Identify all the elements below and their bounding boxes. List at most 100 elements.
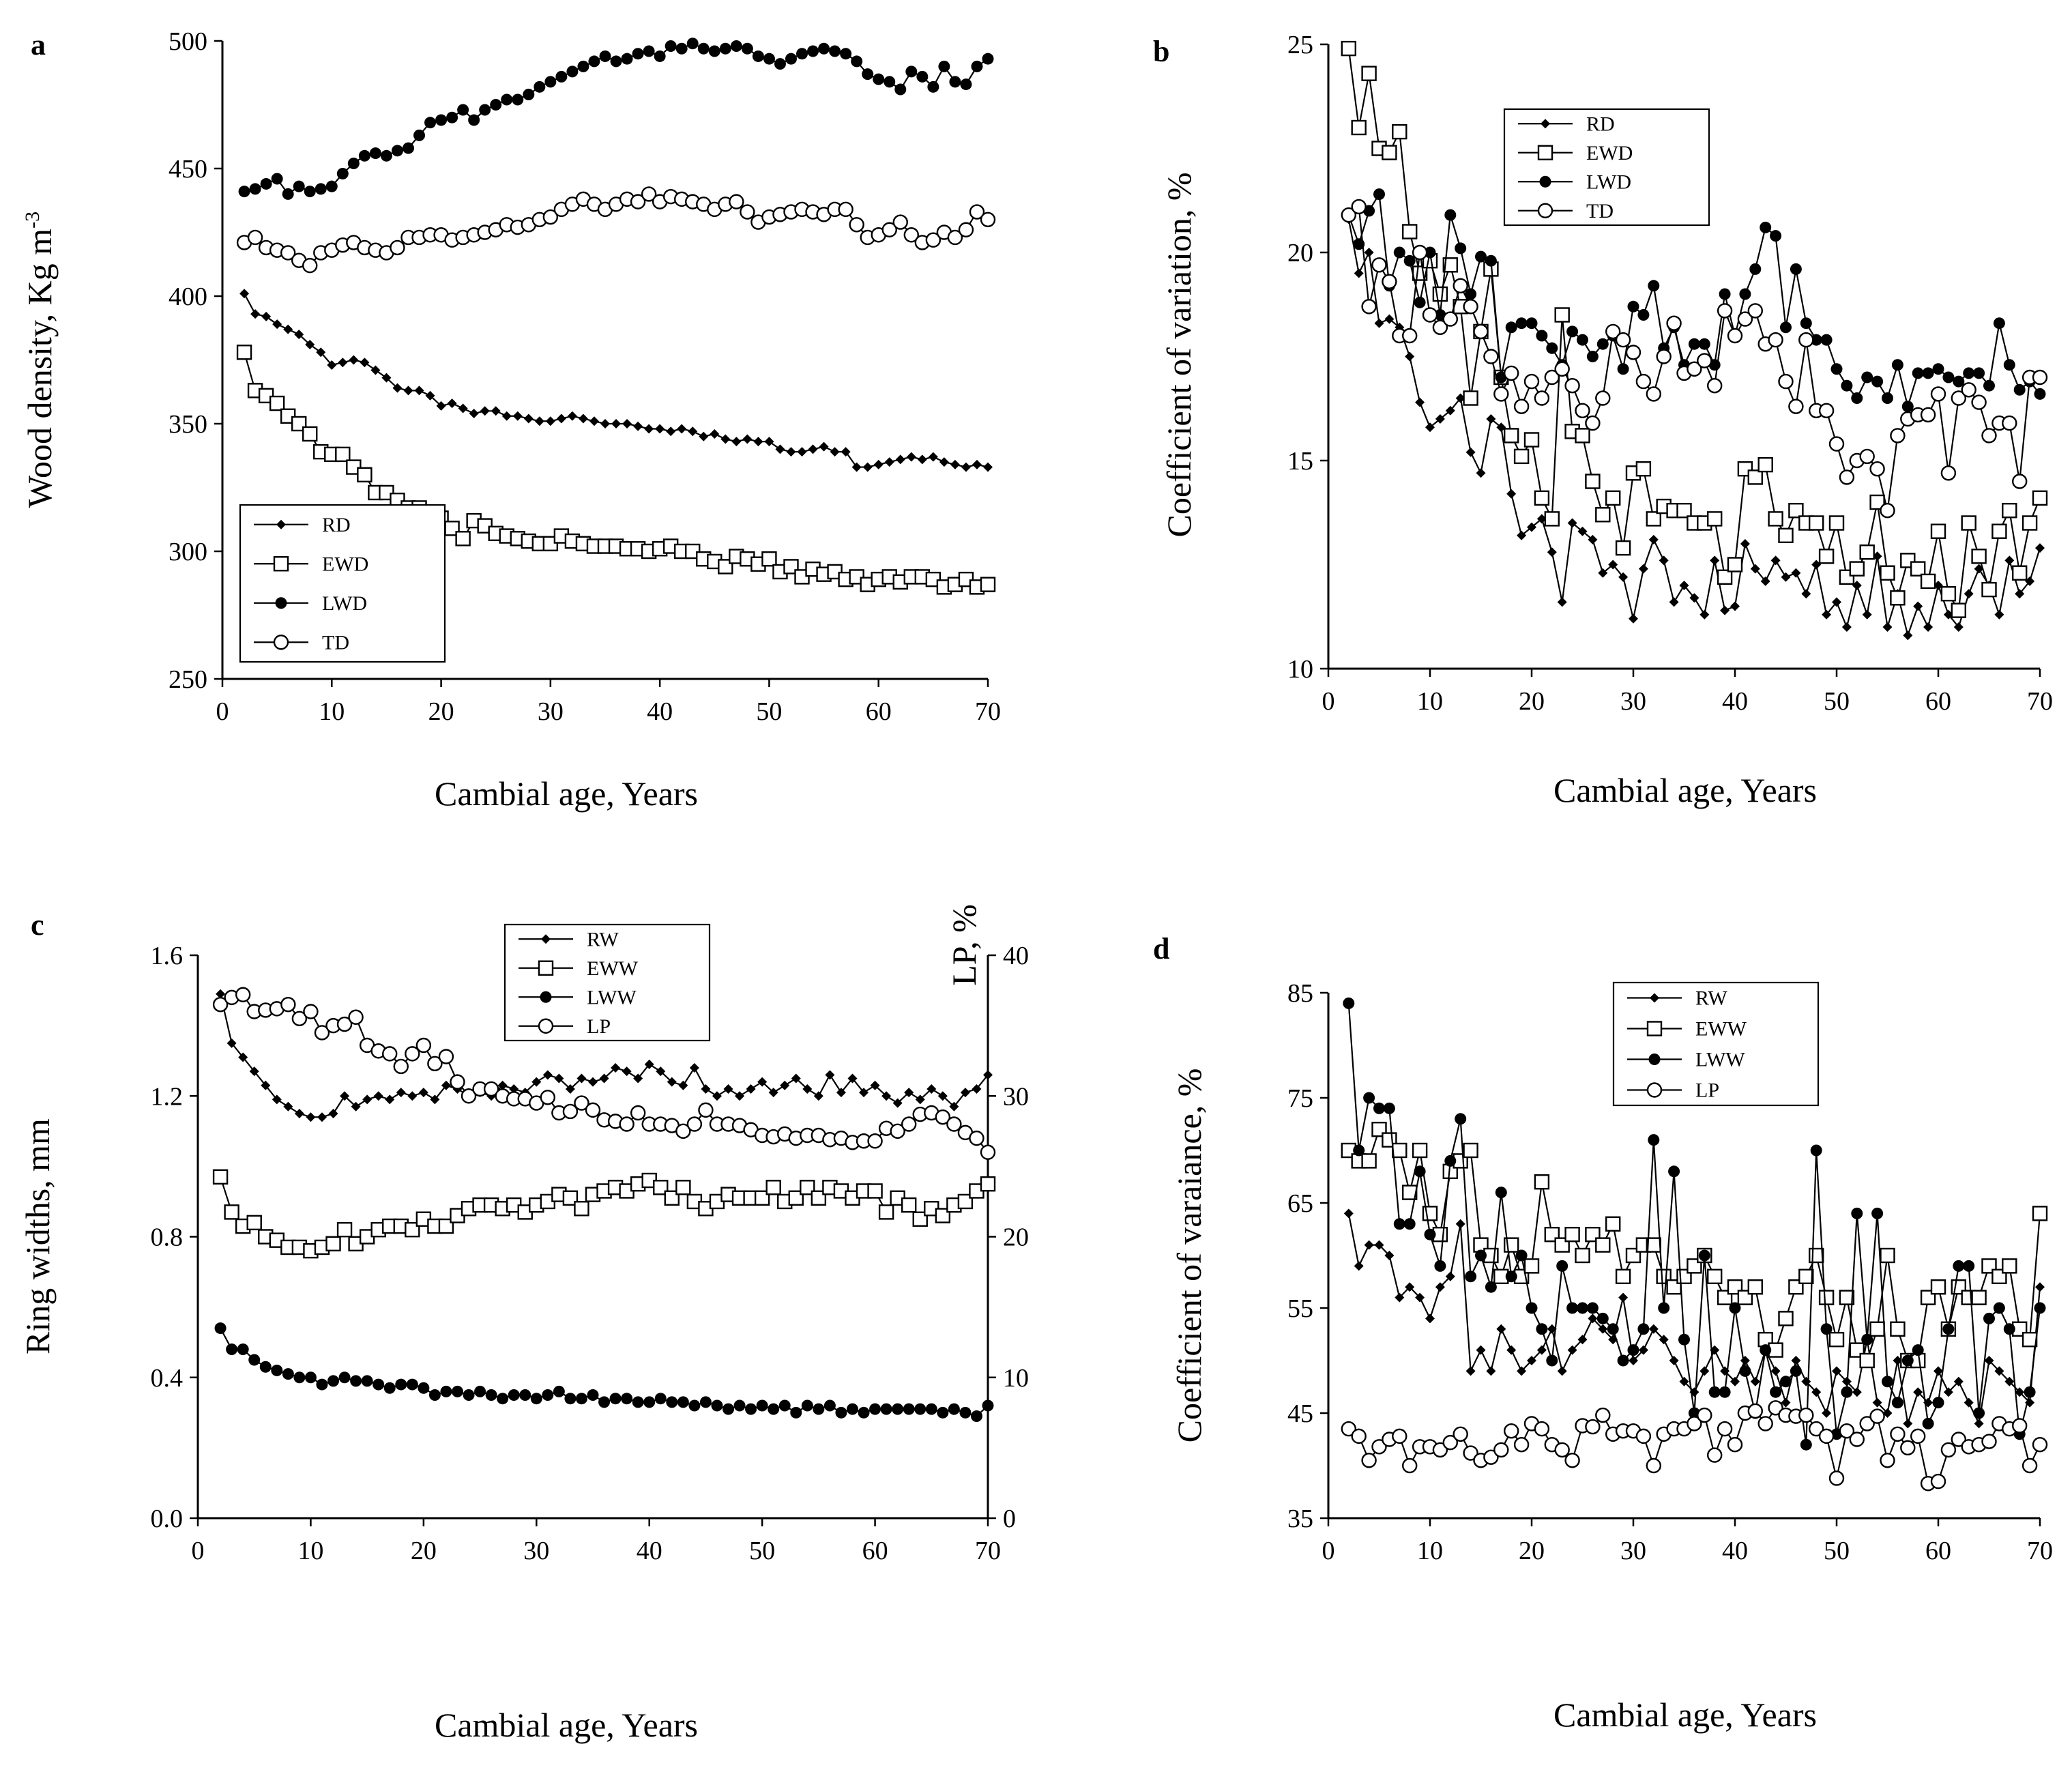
data-point [1586, 1302, 1599, 1314]
data-point [960, 78, 972, 91]
data-point [555, 70, 568, 83]
data-point [280, 245, 296, 261]
data-point [1798, 1268, 1814, 1285]
data-point [1395, 1292, 1405, 1303]
data-point [903, 1403, 915, 1415]
legend-label: LWD [1586, 171, 1631, 193]
data-point [1740, 1356, 1750, 1365]
data-point [588, 1077, 598, 1087]
data-point [1991, 523, 2007, 539]
data-point [2032, 369, 2048, 386]
data-point [1669, 1356, 1679, 1365]
series-rd [239, 289, 993, 472]
data-point [1648, 1324, 1659, 1334]
data-point [1727, 557, 1743, 572]
data-point [1341, 1421, 1357, 1437]
data-point [808, 444, 818, 454]
data-point [226, 1343, 238, 1355]
x-tick-label: 60 [1925, 687, 1951, 716]
x-tick-label: 70 [2027, 1537, 2053, 1565]
data-point [1414, 296, 1426, 308]
data-point [1476, 468, 1486, 478]
data-point [1371, 1439, 1387, 1455]
data-point [438, 1218, 454, 1234]
data-point [1564, 1226, 1580, 1243]
data-point [291, 1011, 308, 1027]
data-point [534, 81, 546, 93]
data-point [1910, 1428, 1926, 1444]
data-point [1760, 221, 1772, 233]
data-point [351, 1101, 361, 1112]
data-point [892, 1098, 903, 1108]
data-point [708, 45, 720, 57]
data-point [729, 194, 744, 209]
data-point [1880, 1453, 1895, 1468]
panel-letter: c [31, 908, 44, 942]
x-tick-label: 40 [1722, 1537, 1748, 1565]
data-point [927, 81, 939, 93]
y2-tick-label: 30 [1003, 1082, 1029, 1111]
series-lp [1341, 1400, 2048, 1492]
data-point [1415, 397, 1425, 407]
data-point [1364, 248, 1374, 257]
data-point [1546, 1354, 1558, 1367]
data-point [1828, 1331, 1845, 1348]
data-point [2025, 576, 2035, 586]
data-point [542, 1389, 554, 1401]
data-point [575, 1393, 587, 1405]
data-point [468, 114, 480, 126]
y-tick-label: 45 [1287, 1399, 1313, 1428]
data-point [1739, 288, 1751, 300]
data-point [562, 1103, 579, 1120]
data-point [1930, 386, 1946, 402]
data-point [1445, 405, 1455, 416]
data-point [960, 1088, 970, 1098]
data-point [1523, 432, 1540, 448]
data-point [501, 93, 513, 106]
data-point [1432, 1442, 1448, 1458]
series-td [1341, 199, 2048, 519]
y-tick-label: 1.2 [151, 1082, 184, 1111]
x-tick-label: 60 [862, 1537, 888, 1565]
x-axis-label: Cambial age, Years [435, 774, 698, 813]
data-point [479, 104, 491, 116]
data-point [884, 457, 894, 467]
data-point [1757, 1416, 1773, 1432]
data-point [1778, 373, 1794, 390]
data-point [1595, 1407, 1611, 1423]
data-point [1747, 1279, 1764, 1295]
data-point [1444, 1154, 1457, 1167]
data-point [1964, 589, 1974, 599]
data-point [280, 996, 296, 1013]
data-point [901, 1197, 917, 1213]
data-point [1371, 257, 1387, 273]
data-point [406, 1378, 418, 1391]
data-point [675, 1123, 691, 1139]
data-point [380, 149, 392, 162]
y-tick-label: 450 [169, 155, 207, 184]
legend-marker [273, 556, 289, 572]
data-point [813, 1091, 823, 1101]
data-point [1798, 1407, 1814, 1423]
data-point [305, 340, 315, 350]
data-point [1393, 246, 1405, 259]
data-point [1577, 526, 1588, 536]
data-point [1687, 361, 1702, 377]
data-point [1629, 613, 1638, 624]
data-point [1757, 456, 1773, 473]
data-point [1934, 1366, 1943, 1376]
data-point [509, 1084, 519, 1094]
data-point [450, 1074, 465, 1090]
data-point [314, 1025, 330, 1041]
data-point [1503, 428, 1519, 444]
data-point [1801, 589, 1811, 599]
series-line [244, 293, 989, 468]
data-point [1635, 461, 1652, 477]
data-point [317, 1112, 327, 1122]
x-tick-label: 10 [297, 1537, 323, 1565]
data-point [599, 1073, 609, 1084]
data-point [1699, 609, 1710, 620]
data-point [904, 1088, 914, 1098]
x-tick-label: 0 [216, 697, 229, 726]
x-tick-label: 0 [1322, 687, 1335, 716]
